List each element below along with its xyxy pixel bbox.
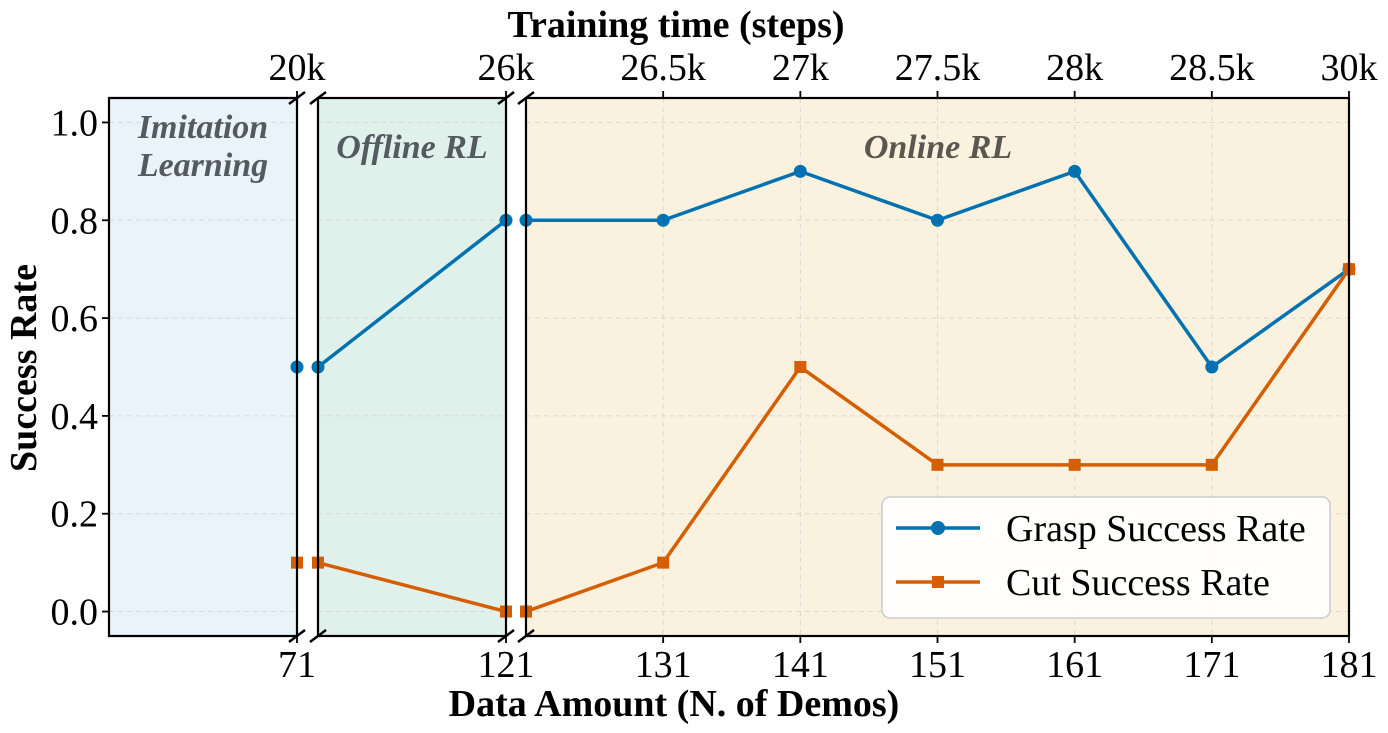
series-line-grasp: [316, 218, 508, 369]
y-tick-label: 0.0: [51, 592, 99, 634]
y-tick-label: 0.8: [51, 200, 99, 242]
x2-tick-label: 28k: [1046, 47, 1103, 89]
x2-tick-label: 26.5k: [620, 47, 706, 89]
data-point-grasp: [931, 213, 944, 227]
x2-tick-label: 27.5k: [895, 47, 981, 89]
ticks: [102, 91, 1350, 643]
x2-tick-label: 28.5k: [1169, 47, 1255, 89]
legend-marker-cut: [932, 576, 944, 588]
region-label-online-rl: Online RL: [864, 129, 1012, 166]
legend-label-grasp: Grasp Success Rate: [1006, 508, 1306, 550]
series-layer: [290, 164, 1356, 618]
y-tick-label: 1.0: [51, 102, 99, 144]
frame-offline: [316, 96, 508, 638]
data-point-grasp: [1068, 164, 1082, 178]
x2-tick-label: 20k: [269, 47, 326, 89]
frame-imitation: [107, 96, 297, 638]
axis-break-mark: [517, 91, 535, 105]
x-tick-label: 71: [278, 644, 316, 686]
axis-break-mark: [309, 629, 327, 643]
x-tick-label: 131: [635, 644, 692, 686]
region-offline-rl: [318, 98, 506, 636]
data-point-grasp: [656, 213, 670, 227]
x-axis-title: Data Amount (N. of Demos): [449, 683, 900, 725]
x-tick-label: 171: [1183, 644, 1240, 686]
x-tick-label: 141: [772, 644, 829, 686]
data-point-grasp: [793, 164, 807, 178]
region-label-offline-rl: Offline RL: [336, 129, 487, 166]
data-point-cut: [1068, 458, 1081, 471]
x-tick-label: 181: [1321, 644, 1378, 686]
axis-break-mark: [517, 629, 535, 643]
legend: Grasp Success Rate Cut Success Rate: [881, 496, 1331, 619]
data-point-cut: [794, 361, 807, 373]
x-tick-label: 151: [909, 644, 966, 686]
x-tick-labels: 71 121 131 141 151 161 171 181: [278, 644, 1378, 686]
data-point-grasp: [1205, 360, 1219, 374]
x-tick-label: 121: [478, 644, 535, 686]
legend-box: [881, 496, 1331, 619]
y-tick-label: 0.2: [51, 494, 99, 536]
data-point-cut: [931, 458, 944, 471]
series-line-cut: [317, 560, 507, 614]
data-point-cut: [657, 556, 670, 569]
x2-tick-labels: 20k 26k 26.5k 27k 27.5k 28k 28.5k 30k: [269, 47, 1378, 89]
x2-axis-title: Training time (steps): [507, 4, 844, 46]
x-tick-label: 161: [1046, 644, 1103, 686]
y-tick-label: 0.6: [51, 298, 99, 340]
y-tick-labels: 0.0 0.2 0.4 0.6 0.8 1.0: [51, 102, 99, 633]
x2-tick-label: 30k: [1321, 47, 1378, 89]
x2-tick-label: 27k: [772, 47, 829, 89]
region-label-imitation-line1: Imitation: [137, 109, 268, 146]
legend-label-cut: Cut Success Rate: [1006, 562, 1270, 604]
data-point-cut: [1205, 458, 1218, 471]
y-axis-title: Success Rate: [3, 264, 45, 472]
region-imitation-learning: [109, 98, 297, 636]
x2-tick-label: 26k: [478, 47, 535, 89]
axis-break-mark: [309, 91, 327, 105]
legend-marker-grasp: [931, 521, 945, 535]
y-tick-label: 0.4: [51, 396, 99, 438]
region-label-imitation-line2: Learning: [137, 147, 268, 184]
